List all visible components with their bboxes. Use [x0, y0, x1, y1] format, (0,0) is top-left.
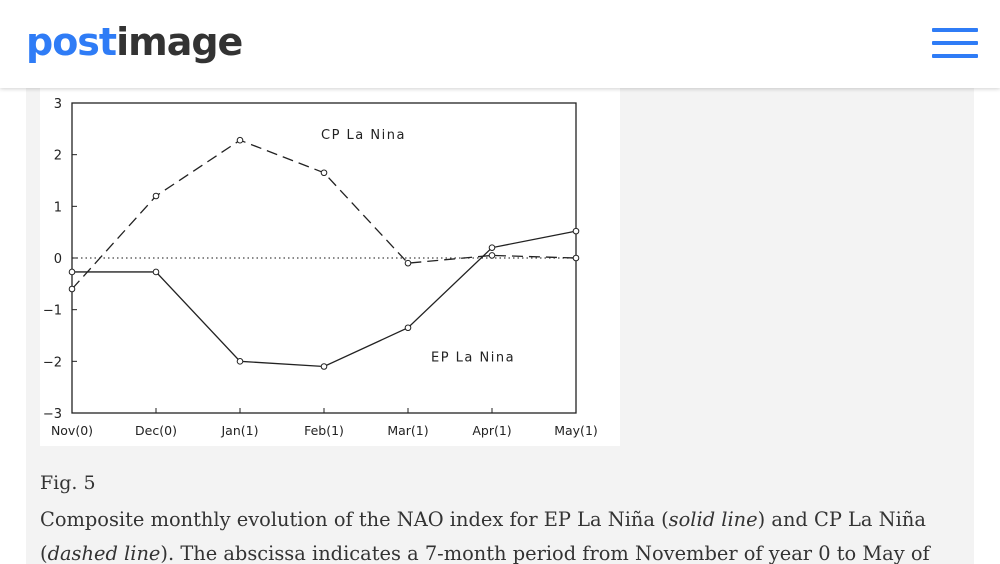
- data-point: [488, 252, 496, 259]
- hamburger-menu-icon[interactable]: [930, 26, 980, 60]
- data-point: [488, 244, 496, 251]
- data-point: [320, 363, 328, 370]
- figure-image[interactable]: 3 2 1 0 −1 −2 −3 Nov(0) Dec(0) Jan(1) Feb(1) Mar(1)…: [26, 88, 636, 453]
- postimage-logo[interactable]: postimage: [26, 16, 243, 68]
- caption-text-2: ) and CP La Niña (: [40, 508, 926, 564]
- chart-background: [40, 88, 620, 446]
- chart-labels: CP La Nina EP La Nina: [321, 128, 515, 365]
- data-point: [68, 285, 76, 293]
- x-tick-label: Jan(1): [221, 423, 259, 438]
- data-point: [236, 358, 244, 365]
- y-tick-label: 1: [54, 200, 62, 215]
- menu-bar-middle: [932, 41, 978, 45]
- data-point: [152, 192, 160, 200]
- y-tick-label: −2: [43, 355, 62, 370]
- y-tick-label: 3: [54, 97, 62, 112]
- x-tick-label: Nov(0): [51, 423, 93, 438]
- data-point: [320, 169, 328, 177]
- figure-label: Fig. 5: [40, 472, 96, 494]
- y-tick-label: 0: [54, 252, 62, 267]
- data-point: [404, 324, 412, 332]
- caption-italic-dashed-line: dashed line: [47, 542, 161, 564]
- x-tick-label: Feb(1): [304, 423, 344, 438]
- y-tick-label: −1: [43, 304, 62, 319]
- y-tick-label: 2: [54, 149, 62, 164]
- x-tick-label: Mar(1): [387, 423, 428, 438]
- caption-italic-solid-line: solid line: [668, 508, 758, 531]
- y-tick-label: −3: [43, 407, 62, 422]
- menu-bar-top: [932, 28, 978, 32]
- series-label: CP La Nina: [321, 128, 406, 143]
- x-tick-label: Dec(0): [135, 423, 177, 438]
- series-label: EP La Nina: [431, 350, 515, 365]
- figure-panel: 3 2 1 0 −1 −2 −3 Nov(0) Dec(0) Jan(1) Feb(1) Mar(1)…: [26, 88, 974, 564]
- chart-series: [68, 136, 580, 370]
- data-point: [572, 227, 580, 235]
- data-point: [236, 136, 244, 144]
- data-point: [68, 268, 76, 276]
- x-tick-label: May(1): [554, 423, 598, 438]
- menu-bar-bottom: [932, 54, 978, 58]
- logo-text-post: post: [26, 20, 117, 64]
- data-point: [152, 268, 160, 276]
- logo-text-image: image: [116, 20, 243, 64]
- figure-caption: Composite monthly evolution of the NAO i…: [40, 503, 975, 564]
- x-tick-label: Apr(1): [472, 423, 511, 438]
- data-point: [404, 259, 412, 267]
- caption-text-3: ). The abscissa indicates a 7-month peri…: [160, 542, 930, 564]
- caption-text-1: Composite monthly evolution of the NAO i…: [40, 508, 669, 531]
- top-bar: postimage: [0, 0, 1000, 88]
- data-point: [572, 254, 580, 262]
